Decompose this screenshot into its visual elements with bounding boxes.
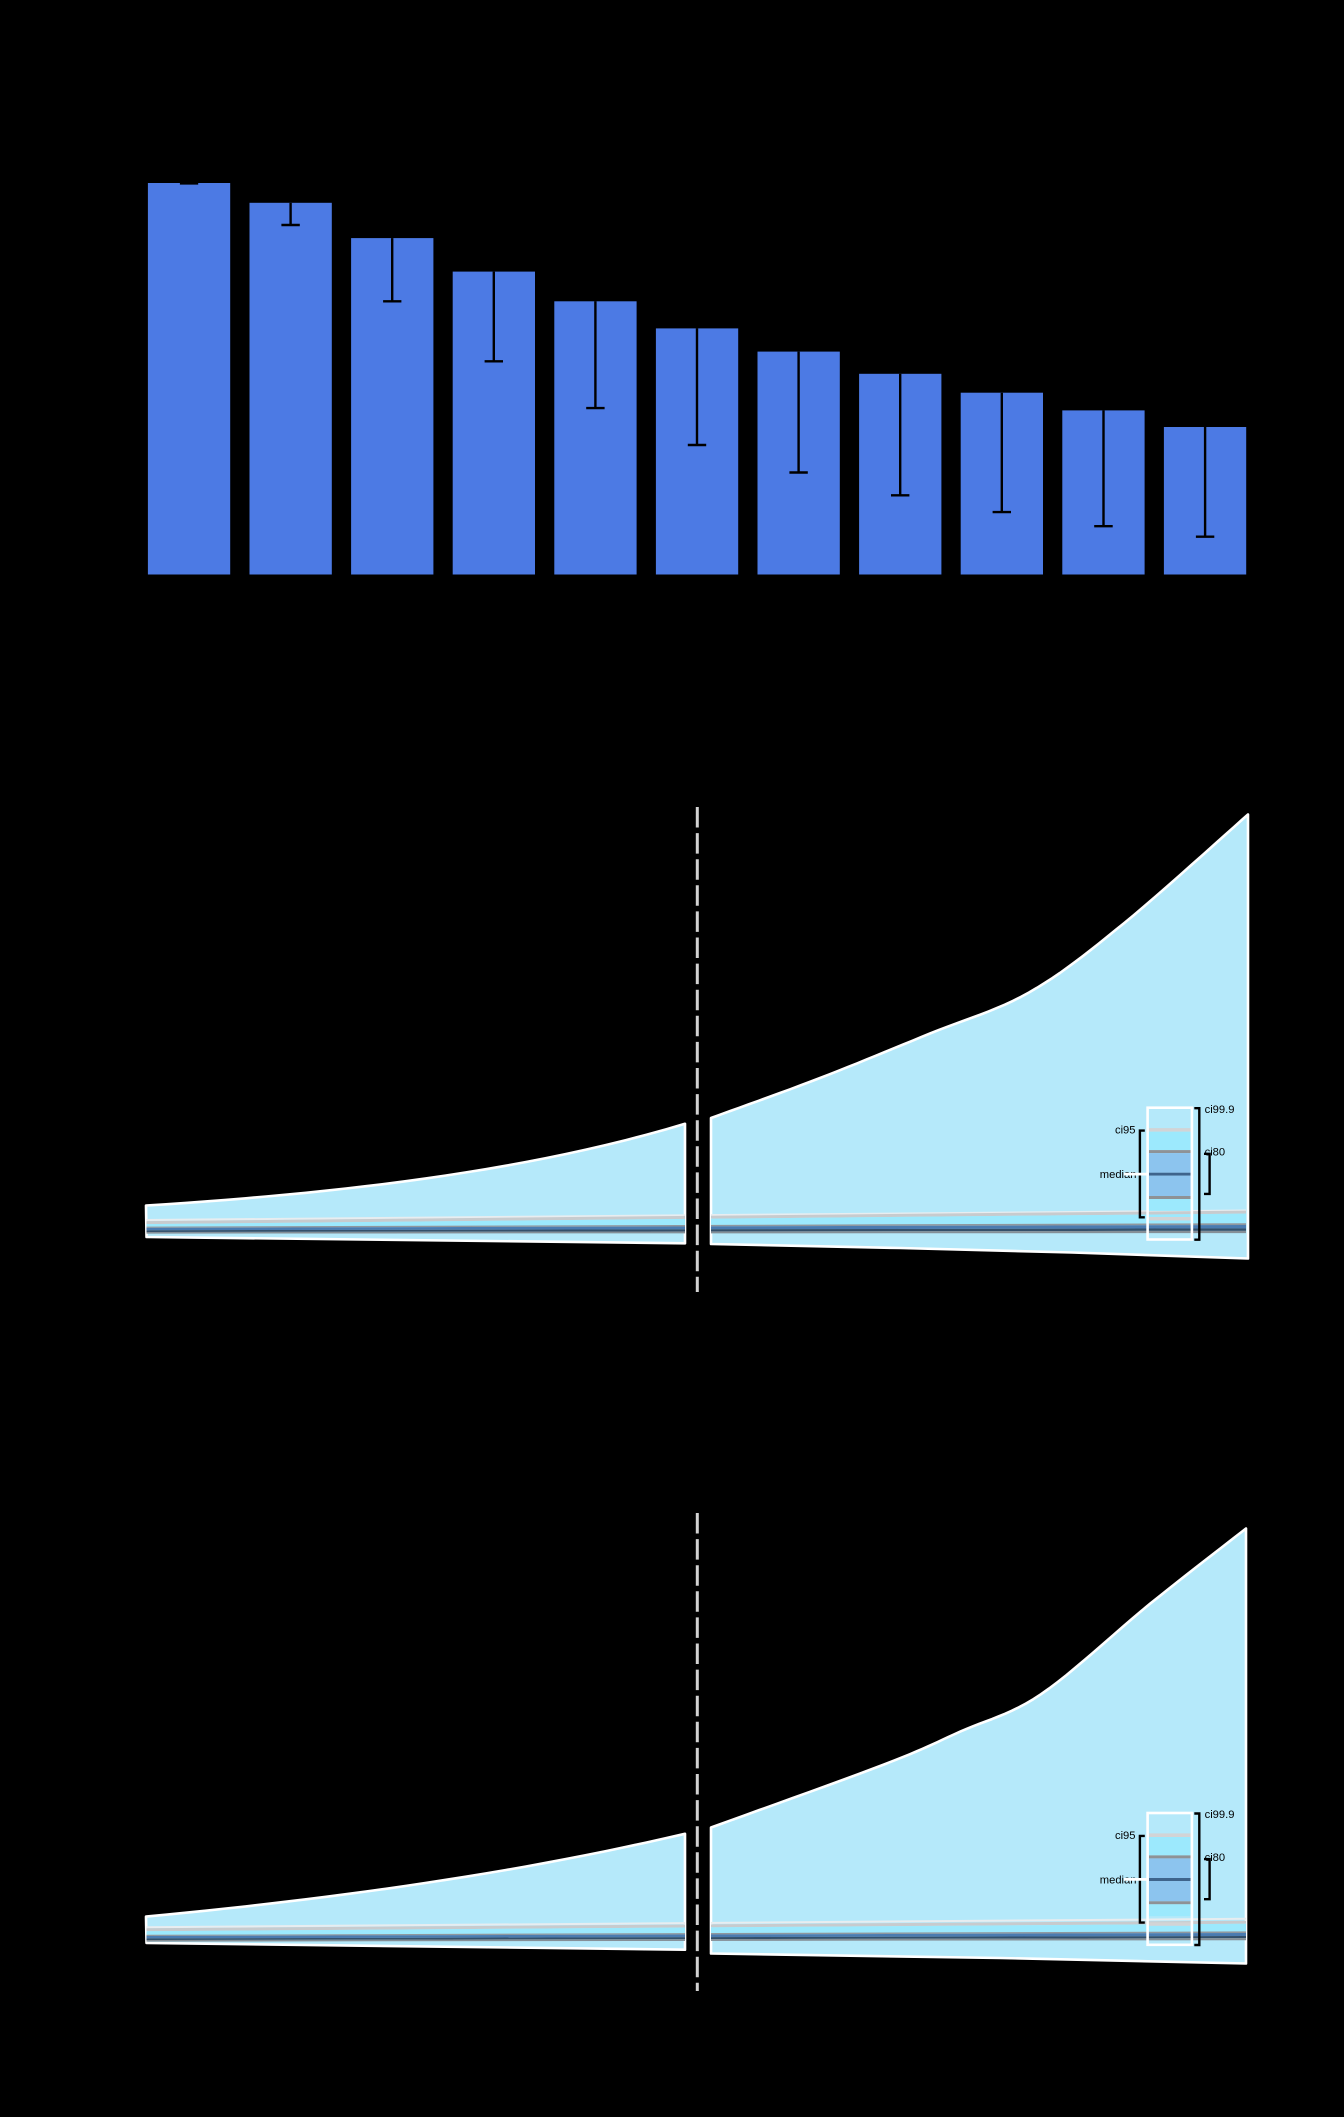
svg-text:ci80: ci80 xyxy=(1205,1852,1226,1864)
svg-text:ci95: ci95 xyxy=(1115,1830,1136,1842)
svg-text:ci99.9: ci99.9 xyxy=(1205,1104,1235,1116)
svg-text:ci99.9: ci99.9 xyxy=(1205,1809,1235,1821)
svg-text:median: median xyxy=(1100,1169,1137,1181)
svg-text:ci80: ci80 xyxy=(1205,1147,1226,1159)
svg-text:ci95: ci95 xyxy=(1115,1125,1136,1137)
svg-text:median: median xyxy=(1100,1874,1137,1886)
